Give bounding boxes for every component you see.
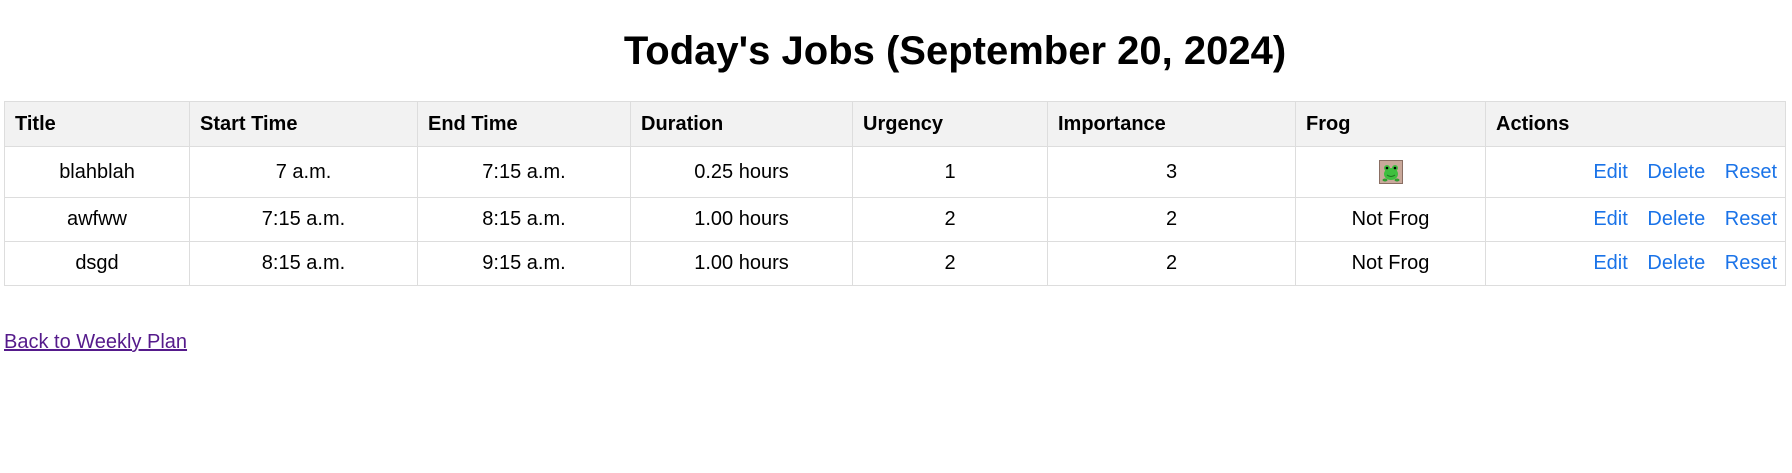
column-header-urgency: Urgency bbox=[852, 101, 1048, 147]
frog-icon bbox=[1378, 160, 1403, 184]
cell-duration: 1.00 hours bbox=[630, 241, 853, 286]
cell-title: dsgd bbox=[4, 241, 190, 286]
cell-importance: 3 bbox=[1047, 146, 1296, 198]
back-to-weekly-plan-link[interactable]: Back to Weekly Plan bbox=[4, 331, 188, 353]
table-header-row: Title Start Time End Time Duration Urgen… bbox=[4, 101, 1786, 147]
cell-title: awfww bbox=[4, 197, 190, 242]
cell-urgency: 1 bbox=[852, 146, 1048, 198]
table-row: blahblah 7 a.m. 7:15 a.m. 0.25 hours 1 3 bbox=[4, 146, 1786, 198]
cell-duration: 1.00 hours bbox=[630, 197, 853, 242]
column-header-title: Title bbox=[4, 101, 190, 147]
column-header-frog: Frog bbox=[1295, 101, 1486, 147]
cell-urgency: 2 bbox=[852, 197, 1048, 242]
table-row: awfww 7:15 a.m. 8:15 a.m. 1.00 hours 2 2… bbox=[4, 197, 1786, 242]
cell-duration: 0.25 hours bbox=[630, 146, 853, 198]
reset-link[interactable]: Reset bbox=[1724, 252, 1777, 274]
cell-urgency: 2 bbox=[852, 241, 1048, 286]
delete-link[interactable]: Delete bbox=[1647, 160, 1706, 183]
cell-frog: Not Frog bbox=[1295, 197, 1486, 242]
cell-actions: Edit Delete Reset bbox=[1485, 197, 1786, 242]
cell-title: blahblah bbox=[4, 146, 190, 198]
cell-end-time: 7:15 a.m. bbox=[417, 146, 631, 198]
reset-link[interactable]: Reset bbox=[1724, 208, 1777, 230]
delete-link[interactable]: Delete bbox=[1647, 208, 1706, 230]
reset-link[interactable]: Reset bbox=[1724, 160, 1777, 183]
cell-frog bbox=[1295, 146, 1486, 198]
column-header-importance: Importance bbox=[1047, 101, 1296, 147]
cell-end-time: 9:15 a.m. bbox=[417, 241, 631, 286]
edit-link[interactable]: Edit bbox=[1593, 160, 1628, 183]
cell-importance: 2 bbox=[1047, 197, 1296, 242]
delete-link[interactable]: Delete bbox=[1647, 252, 1706, 274]
column-header-start-time: Start Time bbox=[189, 101, 418, 147]
cell-end-time: 8:15 a.m. bbox=[417, 197, 631, 242]
cell-importance: 2 bbox=[1047, 241, 1296, 286]
page-title: Today's Jobs (September 20, 2024) bbox=[623, 29, 1287, 73]
jobs-table: Title Start Time End Time Duration Urgen… bbox=[4, 101, 1786, 286]
cell-actions: Edit Delete Reset bbox=[1485, 146, 1786, 198]
column-header-actions: Actions bbox=[1485, 101, 1786, 147]
cell-frog: Not Frog bbox=[1295, 241, 1486, 286]
edit-link[interactable]: Edit bbox=[1593, 208, 1628, 230]
cell-actions: Edit Delete Reset bbox=[1485, 241, 1786, 286]
column-header-end-time: End Time bbox=[417, 101, 631, 147]
cell-start-time: 8:15 a.m. bbox=[189, 241, 418, 286]
table-row: dsgd 8:15 a.m. 9:15 a.m. 1.00 hours 2 2 … bbox=[4, 241, 1786, 286]
column-header-duration: Duration bbox=[630, 101, 853, 147]
edit-link[interactable]: Edit bbox=[1593, 252, 1628, 274]
cell-start-time: 7 a.m. bbox=[189, 146, 418, 198]
cell-start-time: 7:15 a.m. bbox=[189, 197, 418, 242]
